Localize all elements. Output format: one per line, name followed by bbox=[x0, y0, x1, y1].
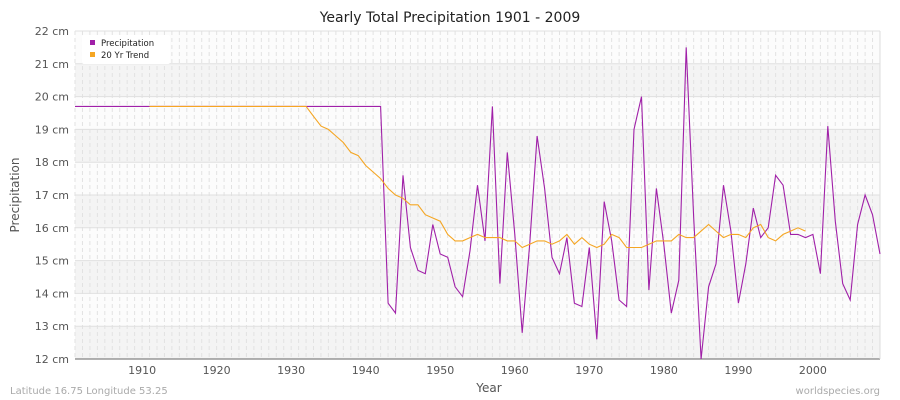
x-axis-label: Year bbox=[475, 381, 501, 395]
y-tick-label: 19 cm bbox=[35, 123, 69, 136]
y-tick-label: 17 cm bbox=[35, 189, 69, 202]
y-tick-label: 21 cm bbox=[35, 58, 69, 71]
x-tick-label: 1960 bbox=[501, 364, 529, 377]
trend-line bbox=[149, 105, 806, 249]
x-tick-label: 1940 bbox=[352, 364, 380, 377]
y-tick-label: 22 cm bbox=[35, 25, 69, 38]
x-tick-label: 2000 bbox=[799, 364, 827, 377]
x-tick-label: 1970 bbox=[575, 364, 603, 377]
y-tick-label: 18 cm bbox=[35, 156, 69, 169]
legend-precipitation: Precipitation bbox=[101, 39, 154, 49]
x-tick-label: 1910 bbox=[128, 364, 156, 377]
location-label: Latitude 16.75 Longitude 53.25 bbox=[10, 386, 168, 397]
x-tick-label: 1930 bbox=[277, 364, 305, 377]
y-axis-label: Precipitation bbox=[8, 157, 22, 232]
chart-title: Yearly Total Precipitation 1901 - 2009 bbox=[319, 10, 581, 26]
x-tick-label: 1950 bbox=[426, 364, 454, 377]
x-tick-label: 1990 bbox=[724, 364, 752, 377]
x-tick-label: 1920 bbox=[203, 364, 231, 377]
legend-swatch-trend bbox=[90, 52, 95, 57]
y-tick-label: 15 cm bbox=[35, 255, 69, 268]
x-tick-label: 1980 bbox=[650, 364, 678, 377]
y-tick-label: 13 cm bbox=[35, 320, 69, 333]
y-tick-label: 20 cm bbox=[35, 91, 69, 104]
y-tick-label: 12 cm bbox=[35, 353, 69, 366]
y-tick-label: 14 cm bbox=[35, 287, 69, 300]
y-tick-label: 16 cm bbox=[35, 222, 69, 235]
source-label: worldspecies.org bbox=[796, 386, 880, 397]
legend-swatch-precipitation bbox=[90, 40, 95, 45]
legend-trend: 20 Yr Trend bbox=[101, 51, 149, 61]
legend: Precipitation 20 Yr Trend bbox=[82, 35, 170, 64]
